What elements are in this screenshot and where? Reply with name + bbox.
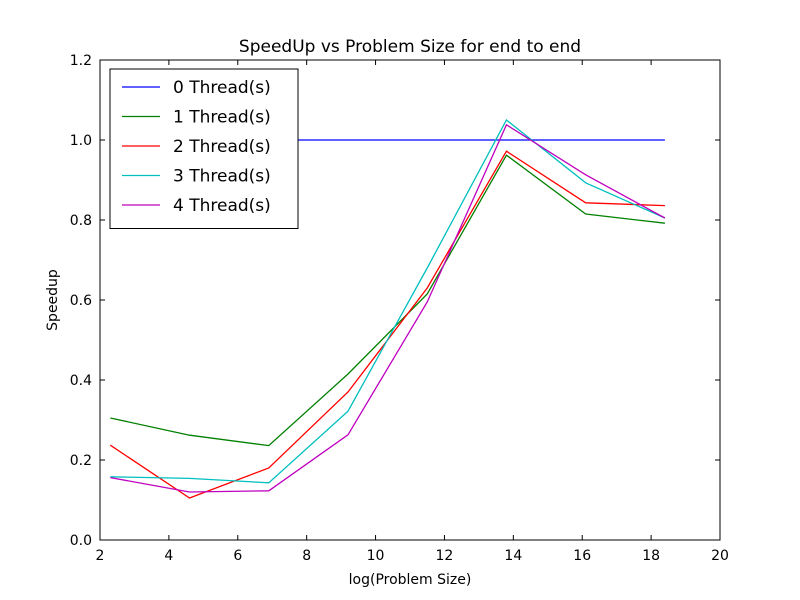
- x-tick-label: 20: [711, 548, 729, 564]
- legend-label: 2 Thread(s): [173, 137, 271, 157]
- legend: 0 Thread(s) 1 Thread(s) 2 Thread(s) 3 Threa…: [109, 68, 299, 229]
- x-tick-label: 2: [96, 548, 105, 564]
- y-tick-label: 1.2: [70, 53, 92, 69]
- y-tick-label: 0.2: [70, 453, 92, 469]
- x-tick-label: 18: [642, 548, 660, 564]
- series-line-4: [110, 123, 666, 493]
- legend-frame: [109, 68, 299, 229]
- x-tick-label: 4: [164, 548, 173, 564]
- y-tick-label: 0.8: [70, 213, 92, 229]
- x-tick-label: 6: [233, 548, 242, 564]
- y-axis-label: Speedup: [45, 269, 61, 331]
- legend-label: 3 Thread(s): [173, 167, 271, 187]
- series-line-1: [110, 154, 665, 447]
- chart-title: SpeedUp vs Problem Size for end to end: [239, 37, 581, 57]
- series-line-3: [110, 119, 666, 484]
- legend-label: 4 Thread(s): [173, 196, 271, 216]
- x-tick-label: 10: [367, 548, 385, 564]
- x-tick-label: 12: [436, 548, 454, 564]
- legend-label: 0 Thread(s): [173, 78, 271, 98]
- x-axis-ticks: 2 4 6 8 10 12 14 16 18 20: [96, 60, 729, 564]
- x-tick-label: 8: [302, 548, 311, 564]
- legend-label: 1 Thread(s): [173, 108, 271, 128]
- y-tick-label: 1.0: [70, 133, 92, 149]
- y-tick-label: 0.6: [70, 293, 92, 309]
- x-axis-label: log(Problem Size): [349, 572, 472, 588]
- y-tick-label: 0.4: [70, 373, 92, 389]
- y-tick-label: 0.0: [70, 533, 92, 549]
- x-tick-label: 14: [504, 548, 522, 564]
- x-tick-label: 16: [573, 548, 591, 564]
- y-axis-ticks: 0.0 0.2 0.4 0.6 0.8 1.0 1.2: [70, 53, 720, 549]
